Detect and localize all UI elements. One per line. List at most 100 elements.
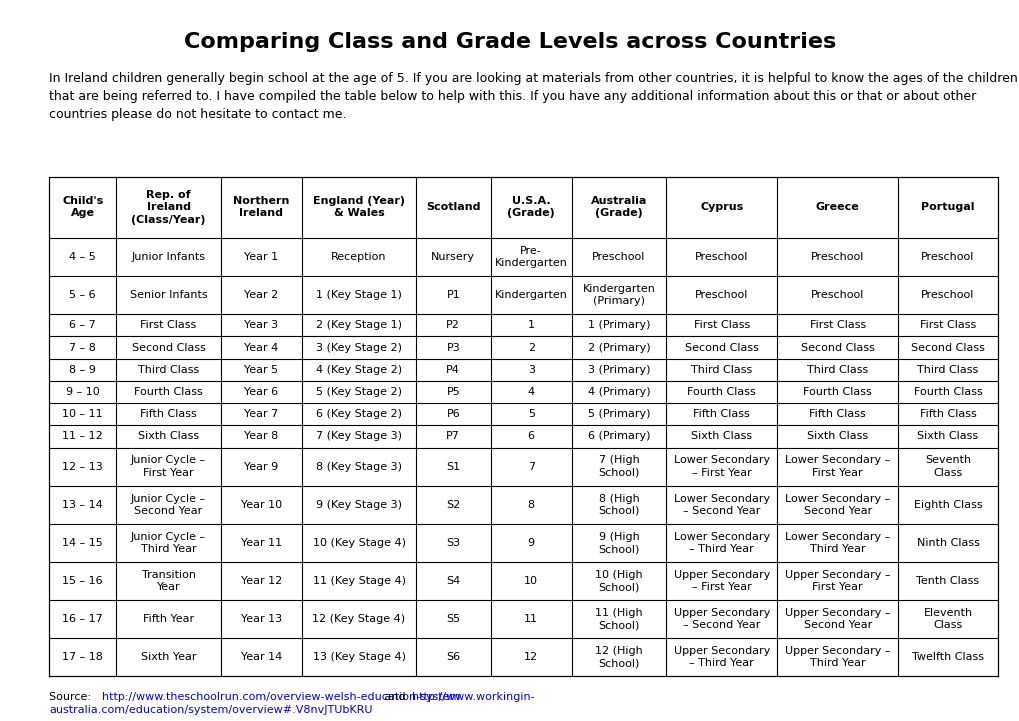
Text: Reception: Reception (331, 252, 386, 262)
Text: Lower Secondary –
Third Year: Lower Secondary – Third Year (785, 531, 890, 554)
Text: Junior Cycle –
First Year: Junior Cycle – First Year (130, 456, 206, 478)
Text: Preschool: Preschool (694, 252, 748, 262)
Text: 2: 2 (527, 342, 534, 353)
Text: S4: S4 (445, 576, 460, 586)
Text: Junior Cycle –
Third Year: Junior Cycle – Third Year (130, 531, 206, 554)
Text: Sixth Year: Sixth Year (141, 653, 196, 663)
Text: 6 (Primary): 6 (Primary) (587, 431, 650, 441)
Text: 8 – 9: 8 – 9 (69, 365, 96, 375)
Text: Preschool: Preschool (920, 252, 974, 262)
Text: 7 – 8: 7 – 8 (69, 342, 96, 353)
Text: Third Class: Third Class (806, 365, 867, 375)
Text: 8 (High
School): 8 (High School) (598, 494, 639, 516)
Text: Year 1: Year 1 (244, 252, 278, 262)
Text: Year 14: Year 14 (240, 653, 281, 663)
Text: Junior Cycle –
Second Year: Junior Cycle – Second Year (130, 494, 206, 516)
Text: Lower Secondary
– Second Year: Lower Secondary – Second Year (673, 494, 769, 516)
Text: P3: P3 (446, 342, 460, 353)
Text: Year 8: Year 8 (244, 431, 278, 441)
Text: 10 – 11: 10 – 11 (62, 410, 103, 419)
Text: 13 (Key Stage 4): 13 (Key Stage 4) (312, 653, 406, 663)
Text: Second Class: Second Class (131, 342, 205, 353)
Text: Seventh
Class: Seventh Class (924, 456, 970, 478)
Text: Australia
(Grade): Australia (Grade) (590, 196, 647, 218)
Text: Upper Secondary
– First Year: Upper Secondary – First Year (673, 570, 769, 592)
Text: 5 (Key Stage 2): 5 (Key Stage 2) (316, 387, 401, 397)
Text: 9: 9 (527, 538, 534, 548)
Text: Fifth Class: Fifth Class (809, 410, 865, 419)
Text: Fifth Year: Fifth Year (143, 614, 194, 624)
Text: 11 (High
School): 11 (High School) (595, 608, 642, 630)
Text: 6 – 7: 6 – 7 (69, 320, 96, 330)
Text: 8 (Key Stage 3): 8 (Key Stage 3) (316, 461, 401, 472)
Text: Pre-
Kindergarten: Pre- Kindergarten (494, 246, 568, 268)
Text: 6 (Key Stage 2): 6 (Key Stage 2) (316, 410, 401, 419)
Text: Sixth Class: Sixth Class (806, 431, 867, 441)
Text: Source:: Source: (49, 692, 95, 702)
Text: Third Class: Third Class (138, 365, 199, 375)
Text: Year 5: Year 5 (244, 365, 278, 375)
Text: Upper Secondary –
First Year: Upper Secondary – First Year (785, 570, 890, 592)
Text: 5 (Primary): 5 (Primary) (587, 410, 650, 419)
Text: http://www.workingin-: http://www.workingin- (412, 692, 534, 702)
Text: Rep. of
Ireland
(Class/Year): Rep. of Ireland (Class/Year) (131, 190, 206, 225)
Text: Preschool: Preschool (810, 252, 864, 262)
Text: 11: 11 (524, 614, 538, 624)
Text: 3 (Key Stage 2): 3 (Key Stage 2) (316, 342, 401, 353)
Text: Comparing Class and Grade Levels across Countries: Comparing Class and Grade Levels across … (183, 32, 836, 53)
Text: 15 – 16: 15 – 16 (62, 576, 103, 586)
Text: Fourth Class: Fourth Class (913, 387, 981, 397)
Text: 12 (High
School): 12 (High School) (594, 646, 642, 668)
Text: Fourth Class: Fourth Class (135, 387, 203, 397)
Text: Year 2: Year 2 (244, 290, 278, 300)
Text: S2: S2 (445, 500, 460, 510)
Text: Preschool: Preschool (920, 290, 974, 300)
Text: 14 – 15: 14 – 15 (62, 538, 103, 548)
Text: Twelfth Class: Twelfth Class (911, 653, 983, 663)
Text: P6: P6 (446, 410, 460, 419)
Text: 1: 1 (527, 320, 534, 330)
Text: Upper Secondary
– Second Year: Upper Secondary – Second Year (673, 608, 769, 630)
Text: 12: 12 (524, 653, 538, 663)
Text: 7 (High
School): 7 (High School) (598, 456, 639, 478)
Text: S1: S1 (445, 461, 460, 472)
Text: 11 – 12: 11 – 12 (62, 431, 103, 441)
Text: Third Class: Third Class (916, 365, 977, 375)
Text: In Ireland children generally begin school at the age of 5. If you are looking a: In Ireland children generally begin scho… (49, 72, 1017, 121)
Text: Second Class: Second Class (800, 342, 874, 353)
Text: Senior Infants: Senior Infants (129, 290, 207, 300)
Text: australia.com/education/system/overview#.V8nvJTUbKRU: australia.com/education/system/overview#… (49, 705, 372, 715)
Bar (49, 177, 997, 676)
Text: 17 – 18: 17 – 18 (62, 653, 103, 663)
Text: Preschool: Preschool (694, 290, 748, 300)
Text: First Class: First Class (919, 320, 975, 330)
Text: 4 – 5: 4 – 5 (69, 252, 96, 262)
Text: Fifth Class: Fifth Class (693, 410, 749, 419)
Text: 12 – 13: 12 – 13 (62, 461, 103, 472)
Text: 9 (High
School): 9 (High School) (598, 531, 639, 554)
Text: 12 (Key Stage 4): 12 (Key Stage 4) (312, 614, 406, 624)
Text: Lower Secondary –
Second Year: Lower Secondary – Second Year (785, 494, 890, 516)
Text: Nursery: Nursery (431, 252, 475, 262)
Text: 2 (Key Stage 1): 2 (Key Stage 1) (316, 320, 401, 330)
Text: 2 (Primary): 2 (Primary) (587, 342, 650, 353)
Text: Fourth Class: Fourth Class (687, 387, 755, 397)
Text: Sixth Class: Sixth Class (138, 431, 199, 441)
Text: 5 – 6: 5 – 6 (69, 290, 96, 300)
Text: 9 (Key Stage 3): 9 (Key Stage 3) (316, 500, 401, 510)
Text: Year 11: Year 11 (240, 538, 281, 548)
Text: 7 (Key Stage 3): 7 (Key Stage 3) (316, 431, 401, 441)
Text: 4: 4 (527, 387, 534, 397)
Text: P5: P5 (446, 387, 460, 397)
Text: Preschool: Preschool (592, 252, 645, 262)
Text: Year 6: Year 6 (244, 387, 278, 397)
Text: Upper Secondary
– Third Year: Upper Secondary – Third Year (673, 646, 769, 668)
Text: Tenth Class: Tenth Class (915, 576, 978, 586)
Text: Year 9: Year 9 (244, 461, 278, 472)
Text: http://www.theschoolrun.com/overview-welsh-education-system: http://www.theschoolrun.com/overview-wel… (102, 692, 460, 702)
Text: Lower Secondary
– First Year: Lower Secondary – First Year (673, 456, 769, 478)
Text: Cyprus: Cyprus (699, 203, 743, 212)
Text: Upper Secondary –
Third Year: Upper Secondary – Third Year (785, 646, 890, 668)
Text: 1 (Primary): 1 (Primary) (587, 320, 650, 330)
Text: U.S.A.
(Grade): U.S.A. (Grade) (506, 196, 554, 218)
